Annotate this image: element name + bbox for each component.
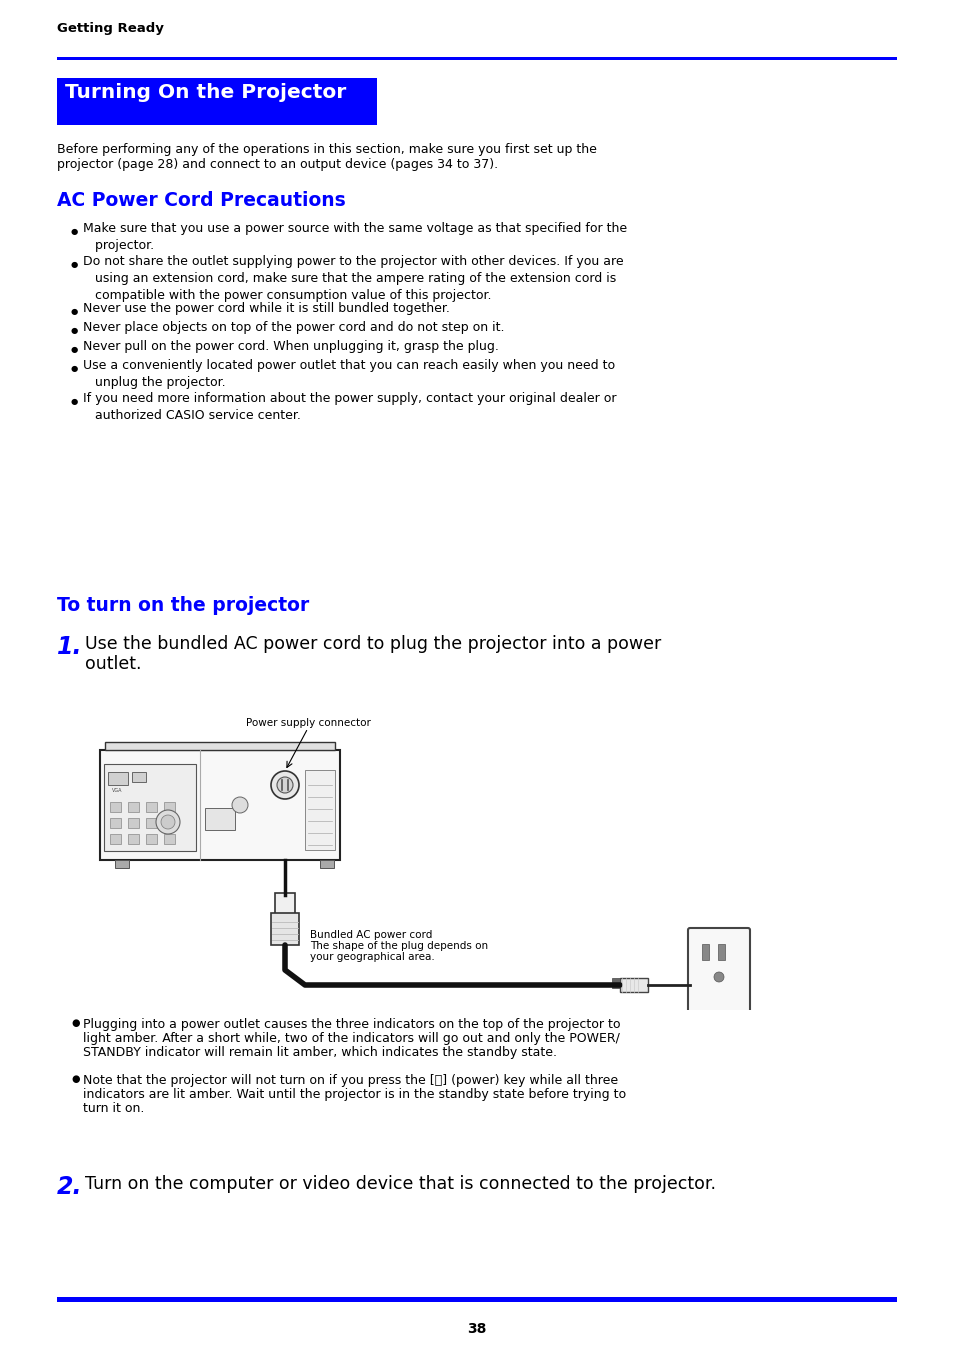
- Text: Turning On the Projector: Turning On the Projector: [65, 82, 346, 101]
- Text: ●: ●: [71, 227, 78, 237]
- Text: Never use the power cord while it is still bundled together.: Never use the power cord while it is sti…: [83, 301, 450, 315]
- Text: Bundled AC power cord: Bundled AC power cord: [310, 930, 432, 940]
- Text: Plugging into a power outlet causes the three indicators on the top of the proje: Plugging into a power outlet causes the …: [83, 1018, 619, 1032]
- Text: ●: ●: [71, 345, 78, 354]
- Bar: [319, 860, 334, 868]
- Circle shape: [276, 777, 293, 794]
- Text: Never pull on the power cord. When unplugging it, grasp the plug.: Never pull on the power cord. When unplu…: [83, 339, 498, 353]
- Text: ●: ●: [71, 260, 78, 269]
- Bar: [612, 983, 619, 988]
- Bar: [164, 802, 174, 813]
- Bar: [146, 834, 157, 844]
- Bar: [271, 913, 298, 945]
- Bar: [205, 808, 234, 830]
- Bar: [305, 771, 335, 850]
- Text: The shape of the plug depends on: The shape of the plug depends on: [310, 941, 488, 950]
- Text: VGA: VGA: [112, 788, 122, 794]
- Bar: [164, 818, 174, 827]
- Text: Before performing any of the operations in this section, make sure you first set: Before performing any of the operations …: [57, 143, 597, 155]
- Bar: [110, 802, 121, 813]
- Bar: [110, 834, 121, 844]
- Bar: [701, 944, 708, 960]
- Text: your geographical area.: your geographical area.: [310, 952, 435, 963]
- Bar: [146, 802, 157, 813]
- FancyBboxPatch shape: [100, 750, 339, 860]
- Bar: [128, 802, 139, 813]
- Bar: [128, 818, 139, 827]
- Circle shape: [161, 815, 174, 829]
- Text: 1.: 1.: [57, 635, 82, 658]
- Text: Never place objects on top of the power cord and do not step on it.: Never place objects on top of the power …: [83, 320, 504, 334]
- Text: indicators are lit amber. Wait until the projector is in the standby state befor: indicators are lit amber. Wait until the…: [83, 1088, 625, 1101]
- Text: ●: ●: [71, 397, 78, 406]
- Text: Do not share the outlet supplying power to the projector with other devices. If : Do not share the outlet supplying power …: [83, 256, 623, 301]
- Text: Make sure that you use a power source with the same voltage as that specified fo: Make sure that you use a power source wi…: [83, 222, 626, 251]
- Bar: [105, 742, 335, 750]
- Bar: [718, 944, 724, 960]
- Bar: [164, 834, 174, 844]
- Bar: [619, 977, 647, 992]
- Bar: [612, 977, 619, 982]
- Text: turn it on.: turn it on.: [83, 1102, 144, 1115]
- Text: If you need more information about the power supply, contact your original deale: If you need more information about the p…: [83, 392, 616, 422]
- Text: STANDBY indicator will remain lit amber, which indicates the standby state.: STANDBY indicator will remain lit amber,…: [83, 1046, 557, 1059]
- Circle shape: [156, 810, 180, 834]
- Text: projector (page 28) and connect to an output device (pages 34 to 37).: projector (page 28) and connect to an ou…: [57, 158, 497, 170]
- Text: 38: 38: [467, 1322, 486, 1336]
- Text: light amber. After a short while, two of the indicators will go out and only the: light amber. After a short while, two of…: [83, 1032, 619, 1045]
- Bar: [108, 772, 128, 786]
- Text: outlet.: outlet.: [85, 654, 141, 673]
- Text: 2.: 2.: [57, 1175, 82, 1199]
- Bar: [128, 834, 139, 844]
- Text: Note that the projector will not turn on if you press the [⏻] (power) key while : Note that the projector will not turn on…: [83, 1073, 618, 1087]
- Bar: [115, 860, 129, 868]
- Bar: [146, 818, 157, 827]
- Text: Getting Ready: Getting Ready: [57, 22, 164, 35]
- Circle shape: [713, 972, 723, 982]
- Circle shape: [271, 771, 298, 799]
- Text: ●: ●: [71, 1073, 79, 1084]
- Text: AC Power Cord Precautions: AC Power Cord Precautions: [57, 191, 345, 210]
- Bar: [132, 772, 146, 781]
- FancyBboxPatch shape: [104, 764, 195, 850]
- Circle shape: [232, 796, 248, 813]
- FancyBboxPatch shape: [687, 927, 749, 1013]
- Text: Turn on the computer or video device that is connected to the projector.: Turn on the computer or video device tha…: [85, 1175, 716, 1192]
- Text: ●: ●: [71, 307, 78, 316]
- Text: Use a conveniently located power outlet that you can reach easily when you need : Use a conveniently located power outlet …: [83, 360, 615, 389]
- Bar: [274, 894, 294, 915]
- Text: ●: ●: [71, 364, 78, 373]
- Text: Power supply connector: Power supply connector: [245, 718, 370, 727]
- Text: To turn on the projector: To turn on the projector: [57, 596, 309, 615]
- Text: Use the bundled AC power cord to plug the projector into a power: Use the bundled AC power cord to plug th…: [85, 635, 660, 653]
- Bar: [110, 818, 121, 827]
- Text: ●: ●: [71, 326, 78, 335]
- Text: ●: ●: [71, 1018, 79, 1028]
